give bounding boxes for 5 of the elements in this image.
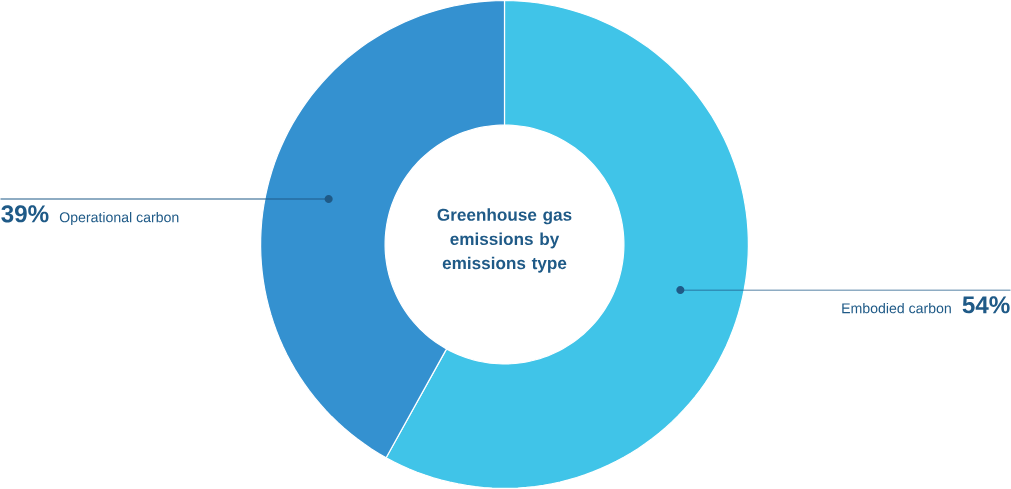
slice-label: Operational carbon bbox=[59, 211, 179, 226]
data-label: 39% bbox=[1, 205, 49, 223]
slice-label: Embodied carbon bbox=[842, 302, 951, 314]
text: Greenhouse gas emissions by emissions type bbox=[437, 208, 572, 273]
data-label: 54% bbox=[962, 296, 1010, 314]
